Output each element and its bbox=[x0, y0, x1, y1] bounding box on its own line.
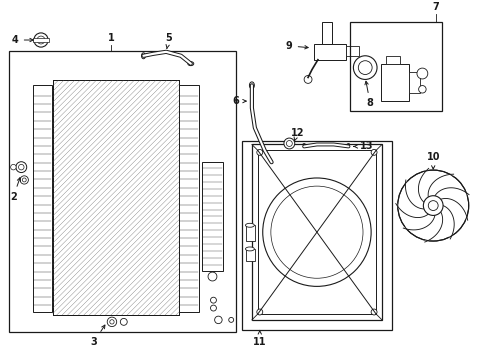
Polygon shape bbox=[405, 180, 423, 209]
Circle shape bbox=[262, 178, 370, 287]
Circle shape bbox=[16, 162, 27, 172]
Bar bbox=[380, 64, 408, 101]
Bar bbox=[53, 80, 179, 315]
Text: 3: 3 bbox=[91, 325, 105, 347]
Circle shape bbox=[418, 86, 425, 93]
Circle shape bbox=[397, 170, 468, 241]
Text: 6: 6 bbox=[232, 96, 245, 106]
Ellipse shape bbox=[245, 247, 254, 251]
Polygon shape bbox=[395, 204, 427, 217]
Ellipse shape bbox=[268, 159, 273, 166]
Circle shape bbox=[11, 165, 16, 170]
Circle shape bbox=[214, 316, 222, 324]
Polygon shape bbox=[427, 174, 453, 197]
Bar bbox=[53, 80, 179, 315]
Circle shape bbox=[284, 138, 294, 149]
Circle shape bbox=[37, 36, 45, 44]
Text: 10: 10 bbox=[426, 152, 439, 169]
Bar bbox=[33, 38, 49, 42]
Polygon shape bbox=[440, 198, 467, 220]
Circle shape bbox=[107, 317, 117, 327]
Polygon shape bbox=[403, 215, 434, 230]
Circle shape bbox=[110, 320, 114, 324]
Bar bbox=[257, 150, 375, 314]
Text: 1: 1 bbox=[108, 33, 115, 43]
Bar bbox=[321, 22, 331, 44]
Circle shape bbox=[370, 149, 376, 155]
Text: 13: 13 bbox=[353, 141, 372, 152]
Circle shape bbox=[427, 201, 437, 211]
Bar bbox=[345, 46, 359, 56]
Text: 9: 9 bbox=[285, 41, 307, 51]
Circle shape bbox=[207, 272, 217, 281]
Ellipse shape bbox=[346, 144, 350, 149]
Circle shape bbox=[210, 297, 216, 303]
Circle shape bbox=[34, 33, 48, 47]
Circle shape bbox=[20, 176, 28, 184]
Circle shape bbox=[120, 318, 127, 325]
Bar bbox=[251, 144, 381, 320]
Ellipse shape bbox=[245, 223, 254, 227]
Circle shape bbox=[304, 76, 311, 84]
Text: 4: 4 bbox=[12, 35, 33, 45]
Circle shape bbox=[228, 318, 233, 322]
Polygon shape bbox=[424, 212, 442, 242]
Bar bbox=[245, 249, 254, 261]
Polygon shape bbox=[418, 168, 428, 202]
Bar bbox=[313, 44, 345, 60]
Text: 12: 12 bbox=[290, 128, 304, 141]
Circle shape bbox=[416, 68, 427, 79]
Bar bbox=[242, 140, 391, 330]
Ellipse shape bbox=[187, 62, 193, 66]
Circle shape bbox=[425, 198, 440, 213]
Bar bbox=[201, 162, 223, 271]
Ellipse shape bbox=[141, 53, 145, 59]
Bar bbox=[350, 22, 441, 111]
Ellipse shape bbox=[302, 144, 305, 149]
Circle shape bbox=[256, 149, 262, 155]
Ellipse shape bbox=[249, 82, 254, 89]
Bar bbox=[33, 85, 52, 312]
Text: 11: 11 bbox=[252, 330, 266, 347]
Bar bbox=[408, 72, 420, 93]
Circle shape bbox=[370, 309, 376, 315]
Circle shape bbox=[353, 56, 376, 80]
Text: 5: 5 bbox=[165, 33, 172, 49]
Bar bbox=[385, 56, 399, 64]
Circle shape bbox=[210, 305, 216, 311]
Polygon shape bbox=[442, 206, 453, 239]
Circle shape bbox=[256, 309, 262, 315]
Bar bbox=[245, 225, 254, 241]
Circle shape bbox=[423, 196, 442, 215]
Bar bbox=[9, 51, 236, 332]
Circle shape bbox=[286, 140, 292, 147]
Circle shape bbox=[19, 165, 24, 170]
Bar bbox=[179, 85, 198, 312]
Text: 2: 2 bbox=[10, 178, 20, 202]
Text: 8: 8 bbox=[364, 81, 373, 108]
Polygon shape bbox=[434, 188, 468, 196]
Text: 7: 7 bbox=[432, 3, 439, 12]
Circle shape bbox=[22, 178, 26, 182]
Circle shape bbox=[358, 61, 371, 75]
